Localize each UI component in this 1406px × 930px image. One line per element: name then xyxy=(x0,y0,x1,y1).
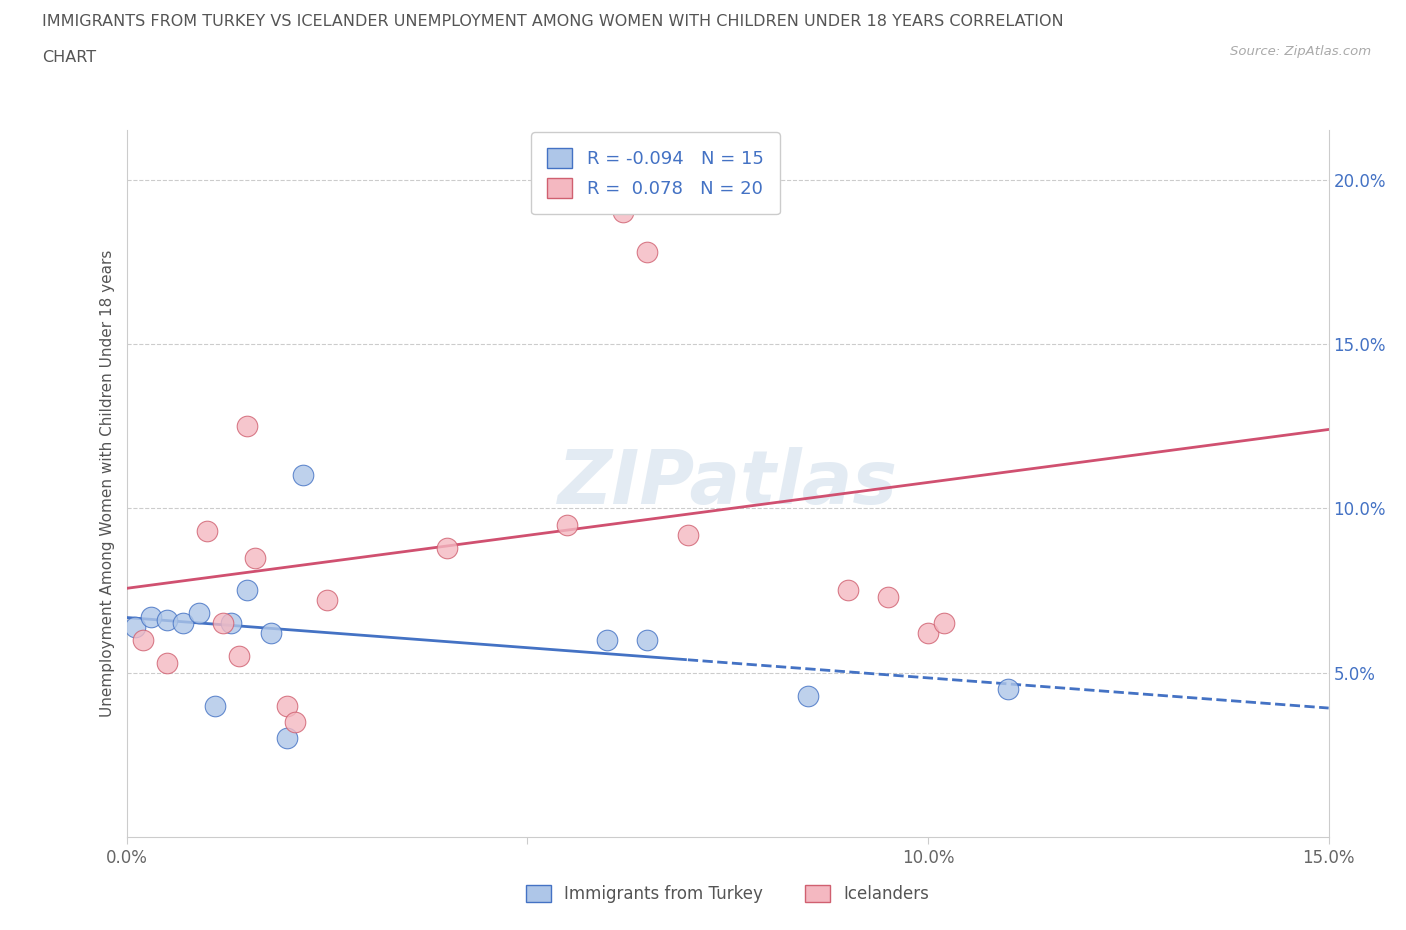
Point xyxy=(228,649,250,664)
Point xyxy=(187,606,209,621)
Point xyxy=(676,527,699,542)
Point xyxy=(139,609,162,624)
Point xyxy=(195,524,218,538)
Point xyxy=(997,682,1019,697)
Point xyxy=(204,698,226,713)
Point xyxy=(155,613,177,628)
Point xyxy=(917,626,939,641)
Point xyxy=(172,616,194,631)
Point xyxy=(284,714,307,729)
Point xyxy=(219,616,242,631)
Text: ZIPatlas: ZIPatlas xyxy=(558,447,897,520)
Y-axis label: Unemployment Among Women with Children Under 18 years: Unemployment Among Women with Children U… xyxy=(100,250,115,717)
Point xyxy=(276,731,298,746)
Point xyxy=(557,517,579,532)
Point xyxy=(211,616,233,631)
Legend: Immigrants from Turkey, Icelanders: Immigrants from Turkey, Icelanders xyxy=(519,879,936,910)
Point xyxy=(155,656,177,671)
Point xyxy=(235,583,259,598)
Text: Source: ZipAtlas.com: Source: ZipAtlas.com xyxy=(1230,45,1371,58)
Point xyxy=(612,205,634,219)
Point xyxy=(291,468,314,483)
Point xyxy=(837,583,859,598)
Point xyxy=(636,632,658,647)
Point xyxy=(636,245,658,259)
Point xyxy=(276,698,298,713)
Text: IMMIGRANTS FROM TURKEY VS ICELANDER UNEMPLOYMENT AMONG WOMEN WITH CHILDREN UNDER: IMMIGRANTS FROM TURKEY VS ICELANDER UNEM… xyxy=(42,14,1064,29)
Point xyxy=(260,626,283,641)
Point xyxy=(315,592,337,607)
Point xyxy=(235,418,259,433)
Point xyxy=(596,189,619,204)
Text: CHART: CHART xyxy=(42,50,96,65)
Point xyxy=(932,616,955,631)
Point xyxy=(796,688,818,703)
Point xyxy=(243,551,266,565)
Point xyxy=(877,590,900,604)
Point xyxy=(436,540,458,555)
Point xyxy=(596,632,619,647)
Point xyxy=(131,632,153,647)
Point xyxy=(124,619,146,634)
